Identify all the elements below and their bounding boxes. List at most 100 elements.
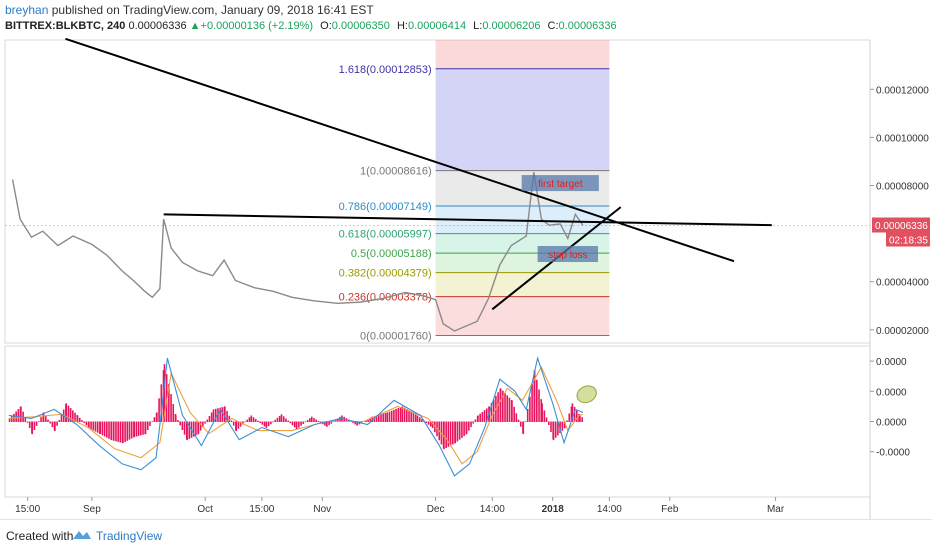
histogram-bar — [69, 408, 72, 422]
histogram-bar — [76, 415, 79, 422]
histogram-bar — [315, 419, 317, 422]
histogram-bar — [246, 419, 249, 422]
histogram-bar — [72, 410, 74, 422]
histogram-bar — [92, 421, 95, 431]
histogram-bar — [282, 416, 285, 422]
histogram-bar — [267, 421, 270, 427]
histogram-bar — [545, 417, 548, 422]
histogram-bar — [579, 415, 581, 422]
histogram-bar — [506, 395, 509, 422]
low-value: 0.00006206 — [482, 20, 541, 32]
annotation-box — [537, 246, 599, 263]
fib-zone — [435, 296, 610, 336]
symbol-name: BITTREX:BLKBTC, 240 — [5, 20, 126, 32]
histogram-bar — [208, 415, 211, 422]
histogram-bar — [360, 421, 363, 424]
histogram-bar — [144, 421, 147, 435]
countdown-tag-label: 02:18:35 — [889, 236, 928, 247]
histogram-bar — [51, 421, 54, 428]
histogram-bar — [461, 421, 463, 438]
histogram-bar — [395, 408, 397, 422]
price-chart[interactable]: 1.618(0.00012853) 1(0.00008616) 0.786(0.00… — [0, 0, 932, 519]
histogram-bar — [472, 421, 475, 424]
histogram-bar — [56, 421, 58, 426]
histogram-bar — [575, 410, 578, 422]
histogram-bar — [293, 421, 296, 428]
price-axis-label: 0.00004000 — [876, 278, 929, 289]
histogram-bar — [515, 413, 518, 422]
histogram-bar — [44, 415, 47, 422]
histogram-bar — [393, 409, 395, 422]
histogram-bar — [153, 417, 156, 422]
histogram-bar — [564, 421, 566, 429]
time-axis-label: Mar — [767, 504, 785, 515]
histogram-bar — [67, 405, 70, 422]
histogram-bar — [289, 421, 292, 424]
histogram-bar — [386, 412, 389, 422]
histogram-bar — [540, 399, 543, 422]
histogram-bar — [319, 421, 322, 423]
histogram-bar — [337, 418, 339, 422]
histogram-bar — [156, 412, 158, 422]
histogram-bar — [74, 412, 76, 422]
histogram-bar — [221, 407, 224, 422]
histogram-bar — [170, 394, 172, 422]
histogram-bar — [183, 421, 186, 435]
time-axis-label: 14:00 — [597, 504, 622, 515]
histogram-bar — [431, 421, 434, 429]
histogram-bar — [140, 421, 142, 436]
change-arrow-icon: ▲ — [189, 20, 201, 32]
histogram-bar — [230, 420, 233, 422]
histogram-bar — [302, 421, 305, 424]
histogram-bar — [328, 421, 330, 426]
oscillator-axis-label: 0.0000 — [876, 357, 907, 368]
fib-level-label: 1(0.00008616) — [360, 166, 432, 178]
current-price-tag-label: 0.00006336 — [875, 221, 928, 232]
histogram-bar — [26, 421, 29, 423]
tradingview-brand[interactable]: TradingView — [96, 529, 163, 543]
histogram-bar — [186, 421, 188, 441]
time-axis-label: Nov — [313, 504, 331, 515]
histogram-bar — [99, 421, 102, 435]
histogram-bar — [90, 421, 92, 430]
histogram-bar — [179, 421, 181, 426]
histogram-bar — [371, 416, 373, 422]
time-axis-label: Oct — [197, 504, 213, 515]
histogram-bar — [65, 403, 68, 422]
symbol-legend: BITTREX:BLKBTC, 240 0.00006336 ▲+0.00000… — [5, 20, 617, 32]
price-axis-label: 0.00008000 — [876, 181, 929, 192]
author-name[interactable]: breyhan — [5, 3, 49, 17]
histogram-bar — [531, 384, 533, 422]
histogram-bar — [250, 415, 253, 422]
histogram-bar — [304, 421, 307, 423]
histogram-bar — [474, 419, 477, 422]
histogram-bar — [468, 421, 470, 431]
histogram-bar — [81, 420, 83, 422]
histogram-bar — [578, 413, 580, 422]
time-axis-label: 2018 — [542, 504, 565, 515]
time-axis-label: Feb — [661, 504, 679, 515]
histogram-bar — [10, 416, 13, 422]
histogram-bar — [96, 421, 99, 433]
histogram-bar — [513, 406, 515, 422]
histogram-bar — [375, 415, 378, 422]
histogram-bar — [168, 384, 170, 422]
price-axis-label: 0.00012000 — [876, 85, 929, 96]
oscillator-axis-label: 0.0000 — [876, 387, 907, 398]
histogram-bar — [310, 416, 313, 422]
histogram-bar — [47, 419, 49, 422]
histogram-bar — [40, 417, 42, 422]
histogram-bar — [287, 420, 289, 422]
price-pane — [4, 39, 871, 344]
histogram-bar — [416, 415, 419, 422]
histogram-bar — [502, 390, 504, 422]
histogram-bar — [117, 421, 119, 442]
histogram-bar — [522, 421, 525, 435]
fib-level-label: 1.618(0.00012853) — [339, 64, 432, 76]
histogram-bar — [524, 421, 527, 422]
low-label: L: — [473, 20, 483, 32]
histogram-bar — [235, 421, 238, 432]
histogram-bar — [561, 421, 564, 431]
trendline — [163, 213, 772, 227]
histogram-bar — [508, 397, 511, 422]
